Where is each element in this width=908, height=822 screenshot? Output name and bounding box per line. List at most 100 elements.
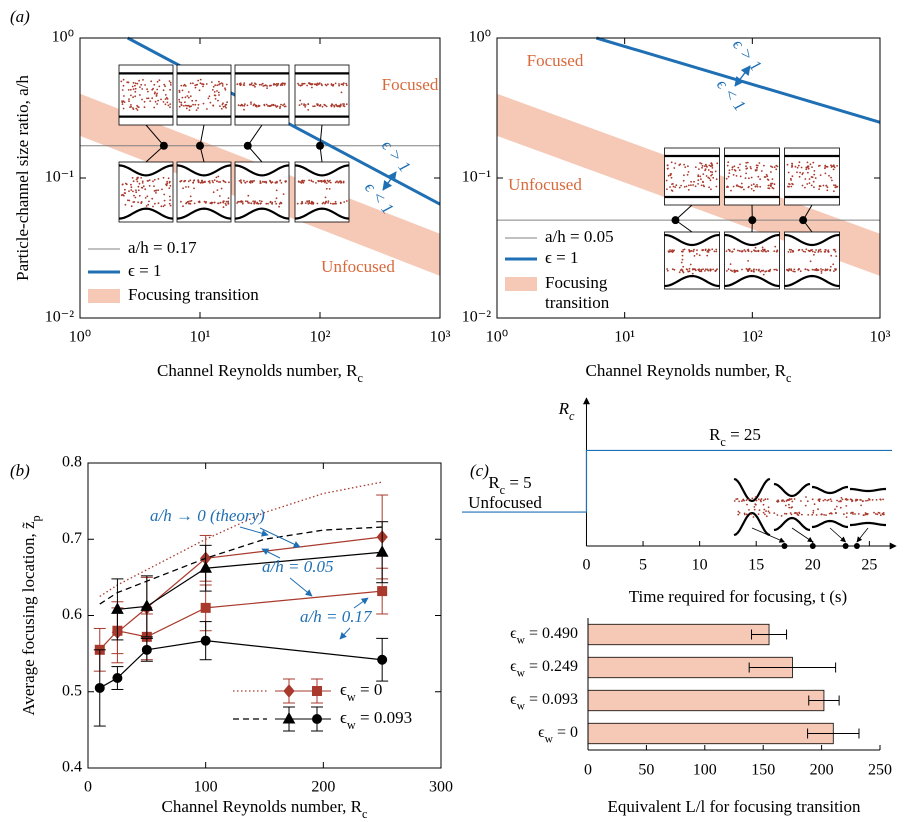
particle bbox=[130, 106, 132, 108]
inset-frame bbox=[177, 162, 231, 222]
particle bbox=[240, 179, 242, 181]
particle bbox=[836, 165, 838, 167]
particle bbox=[728, 268, 730, 270]
particle bbox=[198, 181, 200, 183]
particle bbox=[270, 201, 272, 203]
particle bbox=[168, 187, 170, 189]
particle bbox=[751, 188, 753, 190]
particle bbox=[204, 201, 206, 203]
y-tick-label: 0.7 bbox=[62, 530, 82, 547]
particle bbox=[791, 514, 793, 516]
particle bbox=[754, 509, 756, 511]
particle bbox=[834, 186, 836, 188]
particle bbox=[833, 169, 835, 171]
particle bbox=[757, 165, 759, 167]
particle bbox=[264, 181, 266, 183]
particle bbox=[744, 513, 746, 515]
particle bbox=[191, 200, 193, 202]
inset-frame bbox=[785, 232, 840, 289]
particle bbox=[252, 85, 254, 87]
particle bbox=[217, 189, 219, 191]
particle bbox=[804, 269, 806, 271]
particle bbox=[155, 101, 157, 103]
particle bbox=[324, 203, 326, 205]
particle bbox=[831, 180, 833, 182]
particle bbox=[866, 514, 868, 516]
particle bbox=[169, 196, 171, 198]
particle bbox=[164, 204, 166, 206]
particle bbox=[765, 510, 767, 512]
particle bbox=[845, 498, 847, 500]
particle bbox=[743, 500, 745, 502]
particle bbox=[672, 268, 674, 270]
particle bbox=[167, 98, 169, 100]
particle bbox=[340, 203, 342, 205]
particle bbox=[790, 178, 792, 180]
particle bbox=[701, 269, 703, 271]
particle bbox=[142, 182, 144, 184]
particle bbox=[772, 183, 774, 185]
particle bbox=[741, 183, 743, 185]
particle bbox=[123, 108, 125, 110]
annotation: Unfocused bbox=[508, 175, 582, 194]
particle bbox=[797, 514, 799, 516]
particle bbox=[236, 202, 238, 204]
particle bbox=[838, 501, 840, 503]
particle bbox=[769, 184, 771, 186]
particle bbox=[704, 270, 706, 272]
particle bbox=[697, 174, 699, 176]
particle bbox=[879, 512, 881, 514]
particle bbox=[751, 184, 753, 186]
particle bbox=[800, 270, 802, 272]
particle bbox=[211, 81, 213, 83]
particle bbox=[758, 250, 760, 252]
particle bbox=[762, 270, 764, 272]
particle bbox=[339, 105, 341, 107]
particle bbox=[212, 105, 214, 107]
x-axis-label: Time required for focusing, t (s) bbox=[629, 587, 847, 606]
particle bbox=[331, 103, 333, 105]
particle bbox=[799, 176, 801, 178]
particle bbox=[712, 177, 714, 179]
particle bbox=[706, 255, 708, 257]
particle bbox=[308, 82, 310, 84]
particle bbox=[818, 188, 820, 190]
particle bbox=[813, 174, 815, 176]
particle bbox=[827, 250, 829, 252]
particle bbox=[336, 105, 338, 107]
y-tick-label: 10⁻² bbox=[462, 309, 491, 326]
particle bbox=[271, 104, 273, 106]
particle bbox=[337, 182, 339, 184]
legend-marker bbox=[284, 685, 294, 697]
particle bbox=[753, 516, 755, 518]
particle bbox=[788, 172, 790, 174]
particle bbox=[858, 513, 860, 515]
particle bbox=[240, 105, 242, 107]
particle bbox=[165, 94, 167, 96]
inset-frame bbox=[119, 162, 173, 222]
particle bbox=[805, 168, 807, 170]
particle bbox=[745, 251, 747, 253]
particle bbox=[245, 182, 247, 184]
particle bbox=[777, 501, 779, 503]
particle bbox=[698, 168, 700, 170]
particle bbox=[143, 185, 145, 187]
particle bbox=[218, 181, 220, 183]
particle bbox=[687, 269, 689, 271]
particle bbox=[209, 182, 211, 184]
particle bbox=[688, 250, 690, 252]
particle bbox=[299, 100, 301, 102]
particle bbox=[859, 499, 861, 501]
particle bbox=[284, 103, 286, 105]
legend-label: ϵw = 0 bbox=[340, 680, 382, 704]
channel-wall bbox=[774, 484, 810, 496]
particle bbox=[144, 101, 146, 103]
particle bbox=[818, 249, 820, 251]
particle bbox=[854, 513, 856, 515]
particle bbox=[805, 248, 807, 250]
particle bbox=[787, 499, 789, 501]
particle bbox=[240, 84, 242, 86]
particle bbox=[275, 203, 277, 205]
particle bbox=[262, 83, 264, 85]
particle bbox=[805, 167, 807, 169]
